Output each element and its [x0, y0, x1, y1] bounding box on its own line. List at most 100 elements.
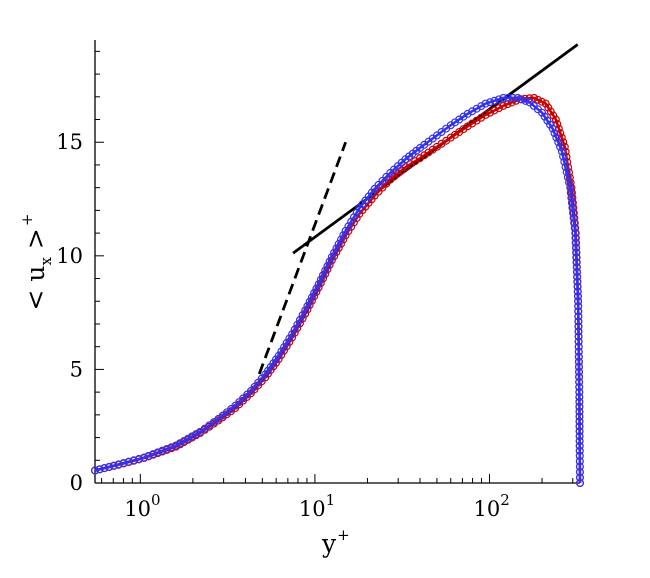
reference-lines	[257, 43, 579, 375]
data-point	[574, 312, 583, 321]
data-point	[325, 257, 334, 266]
y-tick-label: 15	[56, 130, 83, 154]
data-point	[561, 162, 570, 171]
data-point	[565, 178, 574, 187]
data-point	[549, 111, 558, 120]
data-point	[158, 446, 167, 455]
data-point	[481, 99, 490, 108]
data-point	[566, 183, 575, 192]
data-series	[90, 93, 584, 488]
data-point	[494, 104, 503, 113]
x-tick-label: 100	[124, 491, 160, 521]
data-point	[570, 224, 579, 233]
data-point	[572, 258, 581, 267]
data-point	[567, 198, 576, 207]
data-point	[543, 116, 552, 125]
data-point	[559, 152, 568, 161]
data-point	[508, 93, 517, 102]
series-line	[94, 96, 582, 484]
data-point	[494, 95, 503, 104]
data-point	[569, 208, 578, 217]
data-point	[305, 297, 314, 306]
data-point	[533, 95, 542, 104]
data-point	[468, 107, 477, 116]
data-point	[575, 441, 584, 450]
data-point	[575, 473, 584, 482]
data-point	[575, 462, 584, 471]
data-point	[574, 357, 583, 366]
data-point	[538, 108, 547, 117]
data-point	[575, 402, 584, 411]
data-point	[557, 147, 566, 156]
data-point	[575, 437, 584, 446]
data-point	[554, 138, 563, 147]
data-point	[552, 133, 561, 142]
data-point	[571, 233, 580, 242]
data-point	[301, 306, 310, 315]
data-point	[319, 271, 328, 280]
data-point	[575, 397, 584, 406]
data-point	[575, 367, 584, 376]
data-point	[575, 468, 584, 477]
data-point	[573, 282, 582, 291]
data-point	[321, 266, 330, 275]
data-point	[274, 351, 283, 360]
y-axis-label: < ux >+	[18, 214, 55, 311]
data-point	[312, 284, 321, 293]
data-point	[334, 239, 343, 248]
x-axis-label: y+	[321, 526, 350, 558]
data-point	[566, 188, 575, 197]
data-point	[486, 98, 495, 107]
data-point	[517, 95, 526, 104]
data-point	[513, 93, 522, 102]
data-point	[574, 362, 583, 371]
x-axis-ticks: 100 101 102	[101, 474, 574, 521]
data-point	[568, 203, 577, 212]
data-point	[562, 168, 571, 177]
data-point	[167, 443, 176, 452]
data-point	[490, 96, 499, 105]
data-point	[303, 301, 312, 310]
data-point	[575, 479, 584, 488]
data-point	[548, 124, 557, 133]
data-point	[574, 352, 583, 361]
data-point	[572, 268, 581, 277]
data-point	[100, 464, 109, 473]
data-point	[574, 327, 583, 336]
data-point	[323, 262, 332, 271]
data-point	[188, 432, 197, 441]
data-point	[280, 343, 289, 352]
data-point	[332, 244, 341, 253]
data-point	[572, 248, 581, 257]
data-point	[192, 430, 201, 439]
data-point	[575, 372, 584, 381]
data-point	[556, 142, 565, 151]
data-point	[162, 444, 171, 453]
y-tick-label: 10	[56, 244, 83, 268]
data-point	[575, 446, 584, 455]
data-point	[282, 338, 291, 347]
data-point	[574, 307, 583, 316]
data-point	[530, 93, 539, 102]
data-point	[124, 457, 133, 466]
data-point	[575, 383, 584, 392]
data-point	[171, 441, 180, 450]
data-point	[550, 129, 559, 138]
data-point	[486, 108, 495, 117]
data-point	[337, 235, 346, 244]
data-point	[119, 459, 128, 468]
data-point	[575, 451, 584, 460]
data-point	[285, 334, 294, 343]
data-point	[551, 115, 560, 124]
data-point	[574, 347, 583, 356]
x-tick-label: 102	[473, 491, 509, 521]
data-point	[569, 213, 578, 222]
data-point	[563, 173, 572, 182]
series-1	[90, 93, 584, 488]
data-point	[544, 103, 553, 112]
data-point	[327, 252, 336, 261]
data-point	[574, 332, 583, 341]
data-point	[574, 302, 583, 311]
data-point	[109, 461, 118, 470]
data-point	[330, 248, 339, 257]
